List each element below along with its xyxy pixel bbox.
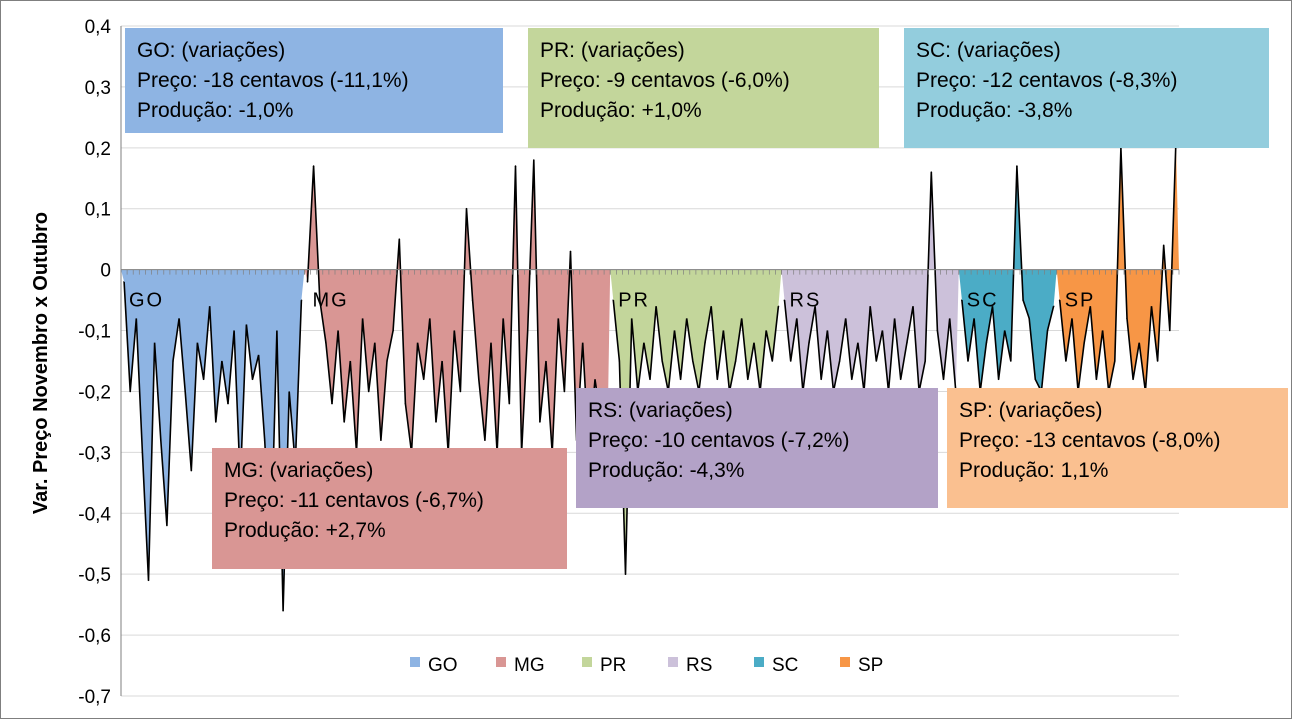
legend-swatch-pr	[582, 657, 592, 667]
series-line-sc	[961, 166, 1055, 395]
annotation-sc: SC: (variações) Preço: -12 centavos (-8,…	[904, 28, 1269, 148]
y-axis-label: Var. Preço Novembro x Outubro	[30, 212, 52, 514]
legend-label-rs: RS	[686, 655, 712, 676]
annotation-mg-production: Produção: +2,7%	[224, 519, 386, 542]
annotation-mg-price: Preço: -11 centavos (-6,7%)	[224, 489, 484, 512]
segment-label-rs: RS	[790, 290, 822, 312]
segment-labels: GO MG PR RS SC SP	[129, 290, 1096, 312]
y-tick-label: -0,3	[78, 443, 111, 464]
annotation-go-production: Produção: -1,0%	[137, 99, 294, 122]
legend-swatch-sc	[754, 657, 764, 667]
annotation-mg-title: MG: (variações)	[224, 459, 374, 482]
annotation-pr: PR: (variações) Preço: -9 centavos (-6,0…	[528, 28, 879, 148]
segment-label-mg: MG	[313, 290, 349, 312]
y-tick-label: -0,4	[78, 504, 111, 525]
y-tick-label: -0,1	[78, 322, 111, 343]
annotation-rs: RS: (variações) Preço: -10 centavos (-7,…	[576, 388, 938, 508]
annotation-sp-production: Produção: 1,1%	[959, 459, 1109, 482]
annotation-pr-price: Preço: -9 centavos (-6,0%)	[540, 69, 790, 92]
annotation-go-title: GO: (variações)	[137, 39, 286, 62]
y-tick-label: -0,6	[78, 626, 111, 647]
y-tick-label: -0,5	[78, 565, 111, 586]
annotation-pr-title: PR: (variações)	[540, 39, 685, 62]
area-pr	[610, 269, 782, 575]
legend-label-sp: SP	[858, 655, 883, 676]
x-tick-marks	[120, 269, 1180, 275]
series-line-sp	[1058, 141, 1177, 392]
legend-label-mg: MG	[514, 655, 545, 676]
segment-label-sp: SP	[1065, 290, 1096, 312]
area-mg	[304, 160, 611, 453]
series-line-rs	[783, 172, 957, 392]
annotation-rs-price: Preço: -10 centavos (-7,2%)	[588, 429, 850, 452]
annotation-sp-title: SP: (variações)	[959, 399, 1103, 422]
legend-swatch-go	[410, 657, 420, 667]
annotation-sc-price: Preço: -12 centavos (-8,3%)	[916, 69, 1178, 92]
y-tick-labels: -0,7 -0,6 -0,5 -0,4 -0,3 -0,2 -0,1 0 0,1 0,2 0,3 0,…	[78, 17, 111, 708]
annotation-mg: MG: (variações) Preço: -11 centavos (-6,…	[212, 448, 567, 569]
y-tick-label: 0,4	[85, 17, 112, 38]
series-sc	[958, 165, 1057, 395]
series-areas	[121, 140, 1179, 612]
y-tick-label: 0	[100, 261, 111, 282]
series-sp	[1056, 140, 1179, 393]
annotation-sc-production: Produção: -3,8%	[916, 99, 1073, 122]
annotation-go-price: Preço: -18 centavos (-11,1%)	[137, 69, 409, 92]
legend-label-go: GO	[428, 655, 458, 676]
series-rs	[781, 171, 959, 393]
y-tick-label: -0,7	[78, 687, 111, 708]
annotation-sp: SP: (variações) Preço: -13 centavos (-8,…	[947, 388, 1288, 508]
segment-label-go: GO	[129, 290, 164, 312]
y-tick-label: 0,2	[85, 139, 111, 160]
y-tick-label: -0,2	[78, 382, 111, 403]
segment-label-pr: PR	[618, 290, 650, 312]
annotation-go: GO: (variações) Preço: -18 centavos (-11…	[125, 28, 503, 133]
y-tick-label: 0,3	[85, 78, 111, 99]
annotation-pr-production: Produção: +1,0%	[540, 99, 702, 122]
legend: GO MG PR RS SC SP	[410, 655, 883, 676]
y-tick-label: 0,1	[85, 200, 111, 221]
annotation-sp-price: Preço: -13 centavos (-8,0%)	[959, 429, 1221, 452]
annotation-sc-title: SC: (variações)	[916, 39, 1061, 62]
annotation-rs-title: RS: (variações)	[588, 399, 733, 422]
area-sc	[958, 166, 1057, 392]
legend-swatch-sp	[840, 657, 850, 667]
series-pr	[610, 269, 782, 575]
legend-swatch-mg	[496, 657, 506, 667]
series-line-pr	[612, 300, 780, 575]
series-line-mg	[306, 159, 608, 453]
annotation-rs-production: Produção: -4,3%	[588, 459, 745, 482]
legend-swatch-rs	[668, 657, 678, 667]
legend-label-sc: SC	[772, 655, 798, 676]
series-mg	[304, 159, 611, 454]
segment-label-sc: SC	[967, 290, 999, 312]
legend-label-pr: PR	[600, 655, 626, 676]
